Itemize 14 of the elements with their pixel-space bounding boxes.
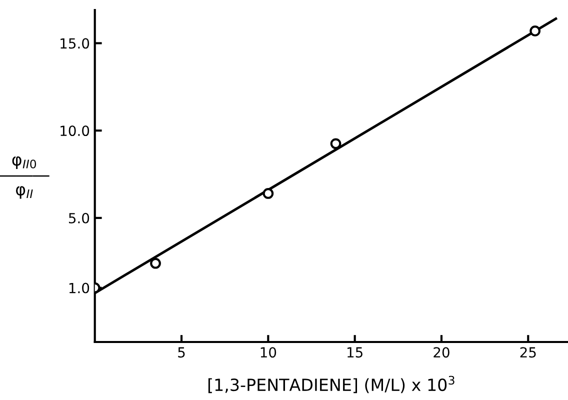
x-axis-title: [1,3-PENTADIENE] (M/L) x 10$^{3}$ <box>208 376 454 394</box>
point <box>530 26 541 36</box>
point <box>150 258 161 269</box>
x-tick-label: 10 <box>260 347 276 358</box>
y-tick-label: 1.0 <box>69 282 90 294</box>
x-tick-label: 20 <box>434 347 450 358</box>
point <box>330 138 342 150</box>
x-tick-label: 25 <box>520 347 536 358</box>
y-tick-label: 5.0 <box>68 212 90 224</box>
x-tick-label: 5 <box>178 347 185 358</box>
x-tick-label: 15 <box>348 347 362 358</box>
y-tick-label: 15.0 <box>60 38 90 49</box>
y-tick-label: 10.0 <box>60 126 90 136</box>
point <box>262 188 274 199</box>
